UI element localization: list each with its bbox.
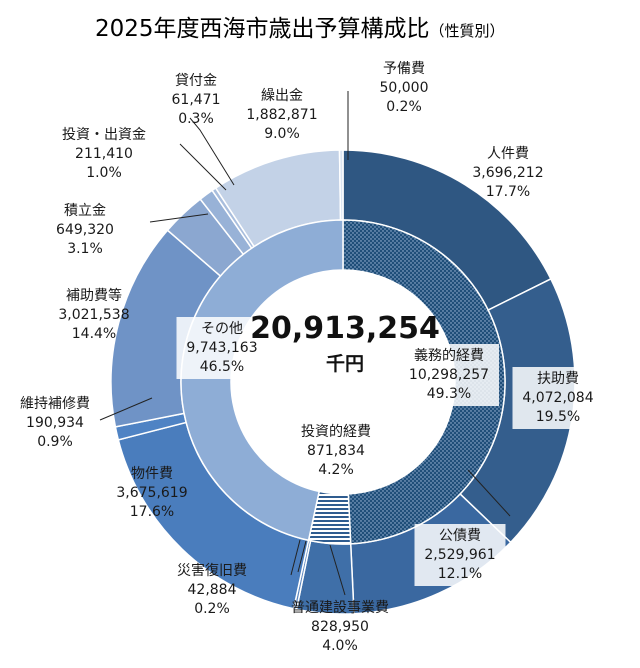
outer-label-value: 2,529,961 [424, 547, 495, 563]
outer-label-12: 予備費 50,000 0.2% [380, 61, 429, 115]
outer-slice-12 [338, 149, 344, 221]
outer-label-5: 物件費 3,675,619 17.6% [116, 466, 187, 520]
inner-label-1: 投資的経費 871,834 4.2% [293, 420, 379, 482]
chart-title: 2025年度西海市歳出予算構成比（性質別） [95, 16, 505, 42]
outer-label-name: 災害復旧費 [177, 562, 247, 579]
outer-label-3: 普通建設事業費 828,950 4.0% [291, 600, 389, 654]
inner-label-value: 9,743,163 [186, 340, 257, 356]
chart-title-main: 2025年度西海市歳出予算構成比 [95, 16, 430, 42]
outer-label-percent: 0.2% [194, 601, 230, 617]
inner-label-2: その他 9,743,163 46.5% [176, 317, 268, 379]
outer-label-name: 予備費 [383, 61, 425, 77]
outer-label-percent: 14.4% [72, 326, 116, 342]
outer-label-value: 3,675,619 [116, 485, 187, 501]
leader-line-1 [179, 143, 227, 191]
outer-label-percent: 12.1% [438, 566, 482, 582]
inner-label-percent: 46.5% [200, 359, 244, 375]
outer-label-value: 1,882,871 [246, 107, 317, 123]
slice-labels: 人件費 3,696,212 17.7% 扶助費 4,072,084 19.5% 公債費 2,5… [20, 61, 604, 654]
leader-line-2 [189, 117, 235, 186]
outer-label-name: 維持補修費 [20, 396, 90, 412]
outer-label-0: 人件費 3,696,212 17.7% [472, 146, 543, 200]
outer-label-value: 42,884 [188, 582, 237, 598]
outer-label-name: 繰出金 [261, 88, 303, 104]
outer-label-1: 扶助費 4,072,084 19.5% [512, 367, 604, 429]
inner-label-bg-0 [399, 344, 499, 406]
outer-label-value: 3,696,212 [472, 165, 543, 181]
outer-label-4: 災害復旧費 42,884 0.2% [177, 562, 247, 617]
outer-label-bg-11 [236, 84, 328, 146]
outer-label-percent: 17.7% [486, 184, 530, 200]
outer-label-percent: 0.9% [37, 434, 73, 450]
chart-subtitle: （性質別） [430, 22, 505, 40]
outer-label-name: 公債費 [439, 528, 481, 544]
inner-label-name: その他 [201, 321, 243, 337]
outer-label-percent: 19.5% [536, 409, 580, 425]
outer-label-percent: 4.0% [322, 638, 358, 654]
outer-label-name: 物件費 [131, 466, 173, 482]
outer-label-value: 649,320 [56, 222, 114, 238]
outer-label-9: 投資・出資金 211,410 1.0% [62, 127, 146, 181]
outer-label-percent: 17.6% [130, 504, 174, 520]
outer-label-2: 公債費 2,529,961 12.1% [414, 524, 506, 586]
outer-label-value: 4,072,084 [522, 390, 593, 406]
outer-label-value: 3,021,538 [58, 307, 129, 323]
inner-label-value: 871,834 [307, 443, 365, 459]
inner-ring [180, 219, 506, 545]
leader-lines [99, 91, 511, 596]
inner-slice-2 [180, 219, 344, 542]
outer-label-percent: 1.0% [86, 165, 122, 181]
outer-label-value: 211,410 [75, 146, 133, 162]
leader-line-3 [99, 397, 153, 421]
leader-line-4 [149, 213, 209, 223]
inner-label-name: 投資的経費 [301, 424, 371, 440]
outer-label-value: 190,934 [26, 415, 84, 431]
leader-line-8 [297, 540, 307, 573]
outer-label-10: 貸付金 61,471 0.3% [172, 73, 221, 127]
outer-label-7: 補助費等 3,021,538 14.4% [58, 287, 129, 342]
outer-label-value: 61,471 [172, 92, 221, 108]
leader-line-5 [290, 539, 301, 576]
inner-slice-0 [342, 219, 506, 545]
outer-label-name: 扶助費 [537, 371, 579, 387]
outer-label-name: 人件費 [487, 146, 529, 162]
outer-label-percent: 0.2% [386, 99, 422, 115]
outer-label-name: 貸付金 [175, 73, 217, 89]
outer-label-name: 投資・出資金 [62, 127, 146, 143]
outer-label-11: 繰出金 1,882,871 9.0% [236, 84, 328, 146]
outer-label-value: 50,000 [380, 80, 429, 96]
outer-label-bg-2 [414, 524, 506, 586]
leader-line-7 [467, 469, 511, 517]
inner-label-percent: 49.3% [427, 386, 471, 402]
outer-label-name: 普通建設事業費 [291, 600, 389, 616]
inner-label-percent: 4.2% [318, 462, 354, 478]
inner-label-value: 10,298,257 [409, 367, 489, 383]
outer-label-name: 補助費等 [66, 287, 122, 304]
inner-label-bg-1 [293, 420, 379, 482]
outer-label-percent: 0.3% [178, 111, 214, 127]
outer-label-6: 維持補修費 190,934 0.9% [20, 396, 90, 450]
leader-line-6 [329, 544, 346, 596]
inner-label-bg-2 [176, 317, 268, 379]
outer-label-value: 828,950 [311, 619, 369, 635]
outer-label-percent: 9.0% [264, 126, 300, 142]
outer-label-bg-1 [512, 367, 604, 429]
center-unit: 千円 [326, 353, 364, 375]
center-total: 20,913,254 [250, 311, 440, 346]
outer-label-name: 積立金 [64, 203, 106, 219]
outer-label-percent: 3.1% [67, 241, 103, 257]
outer-label-8: 積立金 649,320 3.1% [56, 203, 114, 257]
inner-label-0: 義務的経費 10,298,257 49.3% [399, 344, 499, 406]
inner-label-name: 義務的経費 [414, 347, 484, 364]
